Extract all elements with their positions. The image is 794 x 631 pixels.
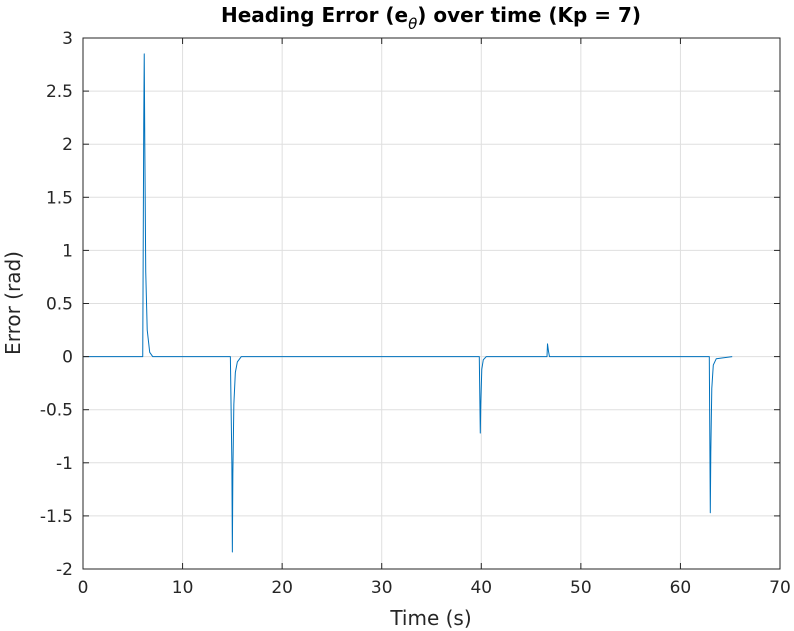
- y-tick-label: 0: [62, 348, 73, 368]
- series-layer: [83, 53, 733, 553]
- x-axis-label: Time (s): [389, 606, 471, 630]
- ticks: [82, 37, 781, 570]
- chart-title-suffix: ) over time (Kp = 7): [417, 3, 641, 27]
- x-tick-label: 30: [371, 578, 393, 598]
- y-tick-label: 1: [62, 241, 73, 261]
- y-tick-label: 0.5: [46, 295, 73, 315]
- y-tick-label: 2: [62, 135, 73, 155]
- y-tick-label: -2: [56, 560, 73, 580]
- tick-labels: 0 10 20 30 40 50 60 70 -2 -1.5 -1 -0.5 0 0.5 1 1.5 2 2.5 3: [40, 29, 791, 598]
- x-tick-label: 40: [470, 578, 492, 598]
- chart-title: Heading Error (eθ) over time (Kp = 7): [221, 3, 641, 33]
- x-tick-label: 50: [570, 578, 592, 598]
- y-tick-label: 3: [62, 29, 73, 49]
- x-tick-label: 0: [78, 578, 89, 598]
- x-tick-label: 70: [769, 578, 791, 598]
- x-tick-label: 10: [172, 578, 194, 598]
- y-tick-label: -1: [56, 454, 73, 474]
- y-tick-label: 2.5: [46, 82, 73, 102]
- x-tick-label: 60: [670, 578, 692, 598]
- x-tick-label: 20: [271, 578, 293, 598]
- chart-title-subscript: θ: [408, 15, 417, 33]
- y-tick-label: -0.5: [40, 401, 73, 421]
- series-line: [83, 53, 733, 553]
- chart-title-prefix: Heading Error (e: [221, 3, 408, 27]
- y-axis-label: Error (rad): [1, 251, 25, 355]
- y-tick-label: -1.5: [40, 507, 73, 527]
- y-tick-label: 1.5: [46, 188, 73, 208]
